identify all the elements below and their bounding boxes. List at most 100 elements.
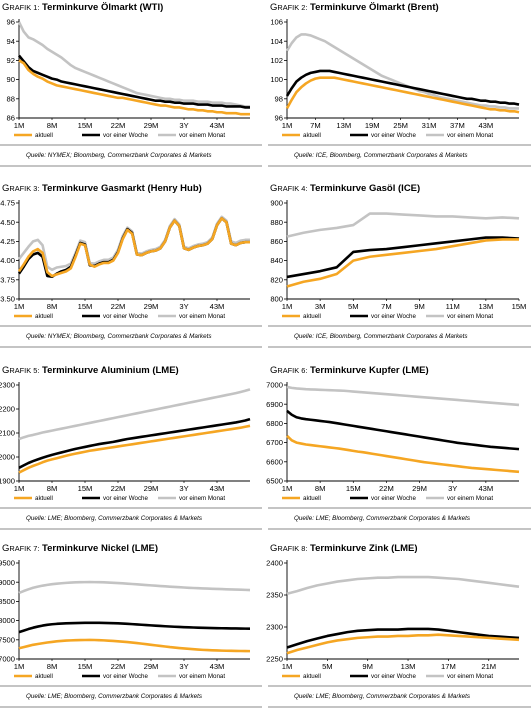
- y-tick-label: 4.25: [0, 237, 15, 246]
- chart-label-prefix: GRAFIK 8:: [270, 543, 307, 554]
- x-tick-label: 21M: [481, 662, 496, 671]
- chart-source: Quelle: ICE, Bloomberg, Commerzbank Corp…: [294, 333, 468, 340]
- series-line-vor-einem-Monat: [286, 385, 520, 407]
- x-tick-label: 5M: [322, 662, 333, 671]
- x-tick-label: 22M: [111, 662, 126, 671]
- legend-item: vor einem Monat: [426, 673, 493, 680]
- chart-label-prefix: GRAFIK 3:: [2, 183, 39, 194]
- legend-item: vor einem Monat: [158, 313, 225, 320]
- y-tick-label: 96: [275, 114, 283, 123]
- chart-label-prefix: GRAFIK 2:: [270, 2, 307, 13]
- x-tick-label: 1M: [282, 484, 293, 493]
- x-tick-label: 1M: [14, 302, 25, 311]
- legend-label: vor einer Woche: [371, 673, 416, 680]
- chart-source: Quelle: LME; Bloomberg, Commerzbank Corp…: [294, 693, 471, 700]
- legend-label: aktuell: [303, 132, 321, 139]
- x-tick-label: 3Y: [179, 662, 188, 671]
- y-tick-label: 18500: [0, 597, 15, 606]
- x-tick-label: 13M: [336, 121, 351, 130]
- x-tick-label: 37M: [450, 121, 465, 130]
- y-tick-label: 6700: [266, 438, 283, 447]
- x-tick-label: 3M: [315, 302, 326, 311]
- chart-title: GRAFIK 3: Terminkurve Gasmarkt (Henry Hu…: [2, 183, 202, 194]
- x-tick-label: 25M: [393, 121, 408, 130]
- x-tick-label: 1M: [14, 662, 25, 671]
- chart-label-prefix: GRAFIK 4:: [270, 183, 307, 194]
- y-tick-label: 86: [7, 114, 15, 123]
- y-tick-label: 6900: [266, 400, 283, 409]
- chart-title: GRAFIK 2: Terminkurve Ölmarkt (Brent): [270, 2, 439, 13]
- y-tick-label: 2300: [266, 623, 283, 632]
- y-tick-label: 98: [275, 94, 283, 103]
- x-tick-label: 5M: [348, 302, 359, 311]
- x-tick-label: 9M: [362, 662, 373, 671]
- y-tick-label: 840: [270, 256, 283, 265]
- x-tick-label: 29M: [144, 662, 159, 671]
- y-tick-label: 820: [270, 275, 283, 284]
- y-tick-label: 2350: [266, 591, 283, 600]
- legend-item: vor einem Monat: [426, 495, 493, 502]
- legend-label: aktuell: [303, 673, 321, 680]
- series-line-vor-einem-Monat: [17, 21, 250, 108]
- y-tick-label: 2200: [0, 405, 15, 414]
- y-tick-label: 4.50: [0, 218, 15, 227]
- legend-label: vor einer Woche: [371, 132, 416, 139]
- legend-item: aktuell: [14, 132, 53, 139]
- x-tick-label: 9M: [414, 302, 425, 311]
- y-tick-label: 900: [270, 199, 283, 208]
- x-tick-label: 3Y: [179, 121, 188, 130]
- series-line-vor-einer-Woche: [286, 236, 520, 279]
- x-tick-label: 22M: [111, 302, 126, 311]
- legend-label: vor einem Monat: [179, 673, 225, 680]
- legend-label: vor einer Woche: [103, 495, 148, 502]
- legend-label: vor einer Woche: [371, 313, 416, 320]
- x-tick-label: 15M: [78, 484, 93, 493]
- x-tick-label: 43M: [210, 662, 225, 671]
- legend-label: vor einem Monat: [447, 132, 493, 139]
- series-line-aktuell: [18, 424, 251, 474]
- x-tick-label: 3Y: [179, 484, 188, 493]
- legend-label: vor einer Woche: [103, 673, 148, 680]
- chart-title-text: Terminkurve Nickel (LME): [39, 543, 158, 554]
- x-tick-label: 43M: [210, 302, 225, 311]
- chart-svg-2: GRAFIK 2: Terminkurve Ölmarkt (Brent) 96 9…: [268, 2, 531, 167]
- legend-item: aktuell: [14, 495, 53, 502]
- legend-item: aktuell: [282, 132, 321, 139]
- chart-panel-5: GRAFIK 5: Terminkurve Aluminium (LME) 190…: [0, 363, 262, 543]
- chart-title-text: Terminkurve Ölmarkt (WTI): [39, 2, 163, 13]
- y-tick-label: 96: [7, 18, 15, 27]
- legend-label: aktuell: [303, 495, 321, 502]
- x-tick-label: 43M: [210, 484, 225, 493]
- x-tick-label: 43M: [210, 121, 225, 130]
- x-tick-label: 22M: [111, 484, 126, 493]
- chart-panel-7: GRAFIK 7: Terminkurve Nickel (LME)170001…: [0, 541, 262, 721]
- chart-source: Quelle: LME; Bloomberg, Commerzbank Corp…: [26, 693, 203, 700]
- legend-label: aktuell: [35, 132, 53, 139]
- legend-item: vor einer Woche: [350, 132, 416, 139]
- y-tick-label: 4.75: [0, 199, 15, 208]
- chart-svg-4: GRAFIK 4: Terminkurve Gasöl (ICE) 800 820 8…: [268, 183, 531, 348]
- chart-source: Quelle: LME; Bloomberg, Commerzbank Corp…: [26, 515, 203, 522]
- series-line-vor-einem-Monat: [18, 580, 251, 595]
- y-tick-label: 2250: [266, 655, 283, 664]
- x-tick-label: 8M: [47, 662, 58, 671]
- legend-label: vor einem Monat: [447, 495, 493, 502]
- y-tick-label: 4.00: [0, 256, 15, 265]
- chart-source: Quelle: LME; Bloomberg, Commerzbank Corp…: [294, 515, 471, 522]
- series-line-aktuell: [286, 633, 520, 655]
- legend-item: aktuell: [282, 313, 321, 320]
- legend-item: vor einem Monat: [426, 313, 493, 320]
- y-tick-label: 3.75: [0, 275, 15, 284]
- chart-title-text: Terminkurve Gasöl (ICE): [307, 183, 420, 194]
- x-tick-label: 15M: [78, 662, 93, 671]
- x-tick-label: 29M: [144, 121, 159, 130]
- chart-title-text: Terminkurve Gasmarkt (Henry Hub): [39, 183, 201, 194]
- legend-label: aktuell: [35, 673, 53, 680]
- legend-item: vor einer Woche: [82, 132, 148, 139]
- series-line-vor-einer-Woche: [286, 409, 520, 451]
- chart-panel-1: GRAFIK 1: Terminkurve Ölmarkt (WTI) 86 88 9…: [0, 0, 262, 180]
- x-tick-label: 11M: [446, 302, 460, 311]
- legend-item: vor einer Woche: [82, 673, 148, 680]
- legend-label: vor einem Monat: [179, 313, 225, 320]
- x-tick-label: 17M: [441, 662, 456, 671]
